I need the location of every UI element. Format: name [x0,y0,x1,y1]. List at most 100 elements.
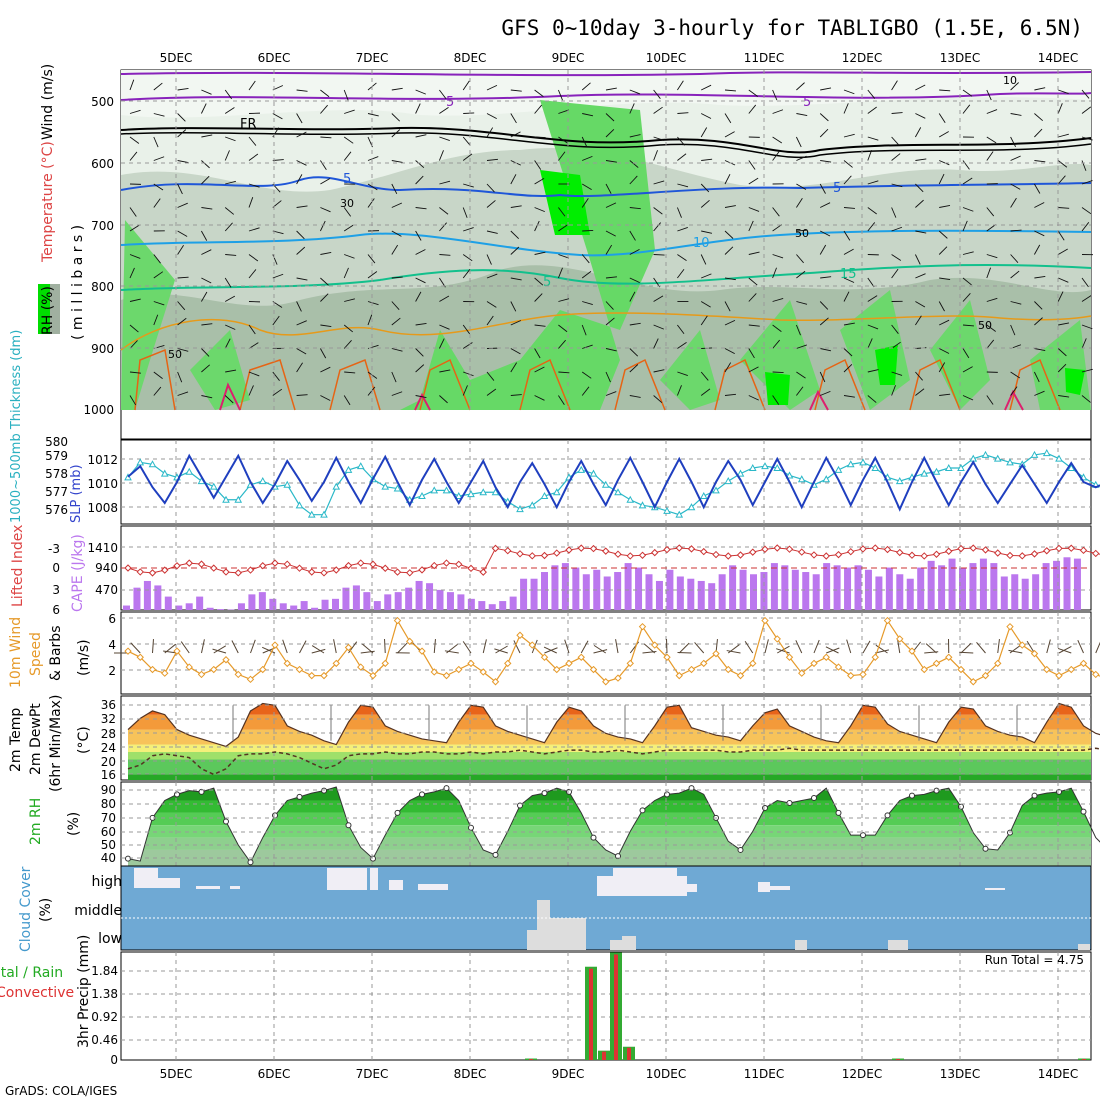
pressure-tick: 800 [91,280,114,294]
wind-speed-point [540,653,549,661]
upper-wind-barb [129,136,140,144]
lifted-index-point [467,564,475,573]
upper-wind-barb [129,340,138,349]
upper-wind-barb [820,348,832,352]
precip-bars [525,952,1090,1060]
wind-speed-point [700,659,708,668]
wind-barb [1058,645,1072,654]
temp-band [128,774,1091,780]
thickness-point [712,486,720,494]
wind-barb [593,649,608,654]
wind-barbs-upper [129,79,1094,406]
cape-bar [436,589,444,610]
lifted-index-point [136,568,144,576]
upper-wind-barb [582,301,593,305]
slp-tick: 1012 [87,453,118,467]
upper-wind-barb [201,249,212,255]
lifted-index-point [785,545,794,553]
wind-speed-point [871,653,879,661]
upper-wind-barb [367,301,379,306]
upper-wind-barb [1010,386,1018,396]
cape-bar [530,578,538,610]
wind-barb [776,648,790,654]
upper-wind-barb [534,324,546,327]
rh-tick: 60 [101,825,116,839]
cape-bar [875,576,883,610]
wind-speed-point [173,647,181,655]
upper-wind-barb [891,112,903,114]
upper-wind-barb [891,226,903,232]
upper-wind-barb [391,129,401,138]
wind-barb [593,644,607,654]
upper-wind-barb [843,322,855,326]
wind-speed-point [455,665,463,674]
upper-wind-barb [724,301,731,312]
lifted-index-point [602,547,610,555]
upper-wind-barb [724,393,736,396]
lifted-index-point [283,560,291,568]
upper-wind-barb [153,183,164,191]
upper-wind-barb [320,395,331,401]
cape-bar [645,574,653,610]
upper-wind-barb [272,388,283,396]
wind-barb [764,639,769,654]
wind-speed-point [945,653,953,661]
cloud-high-block [985,888,1005,890]
rh-point [786,800,793,806]
upper-wind-barb [772,207,780,217]
upper-wind-barb [653,89,661,99]
precip-convective-bar [529,1059,533,1060]
run-total: Run Total = 4.75 [985,953,1084,967]
li-tick: 6 [52,603,60,617]
date-axis-bottom: 5DEC 6DEC 7DEC 8DEC 9DEC 10DEC 11DEC 12DEC 13DEC… [160,1067,1079,1081]
upper-wind-barb [1081,222,1090,232]
upper-wind-barb [1034,230,1045,237]
wind-barb [1046,639,1051,654]
wind-tick: 2 [108,664,116,678]
rh-axis-label: RH (%) [40,286,56,335]
upper-wind-barb [225,369,237,373]
upper-wind-barb [1057,363,1067,373]
wind-speed-point [197,670,206,679]
wind-barb [564,639,570,654]
upper-wind-barb [629,348,639,357]
upper-wind-barb [510,348,521,355]
upper-wind-barb [629,364,639,373]
cape-bar [729,565,737,610]
lifted-index-point [185,559,193,567]
lifted-index-point [344,561,353,570]
upper-wind-barb [819,128,829,138]
upper-wind-barb [605,129,615,138]
lifted-index-point [614,550,622,558]
precip-convective-bar [589,968,593,1060]
upper-wind-barb [1058,133,1069,138]
upper-wind-barb [415,207,427,210]
lifted-index-point [663,545,671,554]
thickness-point [1030,450,1039,458]
upper-wind-barb [819,317,829,326]
lifted-index-point [1018,552,1026,560]
upper-wind-barb [296,320,307,326]
upper-wind-barb [676,385,682,396]
thickness-point [736,469,745,477]
upper-wind-barb [462,342,473,349]
upper-wind-barb [320,104,328,114]
upper-wind-barb [748,160,756,170]
upper-wind-barb [748,177,759,185]
upper-wind-barb [201,160,210,169]
cape-bar [739,569,747,610]
upper-wind-barb [367,314,373,326]
rh-tick: 80 [101,797,116,811]
upper-wind-barb [938,131,949,138]
lifted-index-point [504,546,512,555]
upper-wind-barb [891,153,901,161]
lifted-index-point [565,546,573,554]
upper-wind-barb [391,371,397,383]
upper-wind-barb [915,371,923,381]
upper-wind-barb [486,230,498,234]
upper-wind-barb [391,301,400,310]
temp2m-gridlines [121,696,1091,780]
upper-wind-barb [225,136,236,142]
wind-barb [152,638,154,654]
